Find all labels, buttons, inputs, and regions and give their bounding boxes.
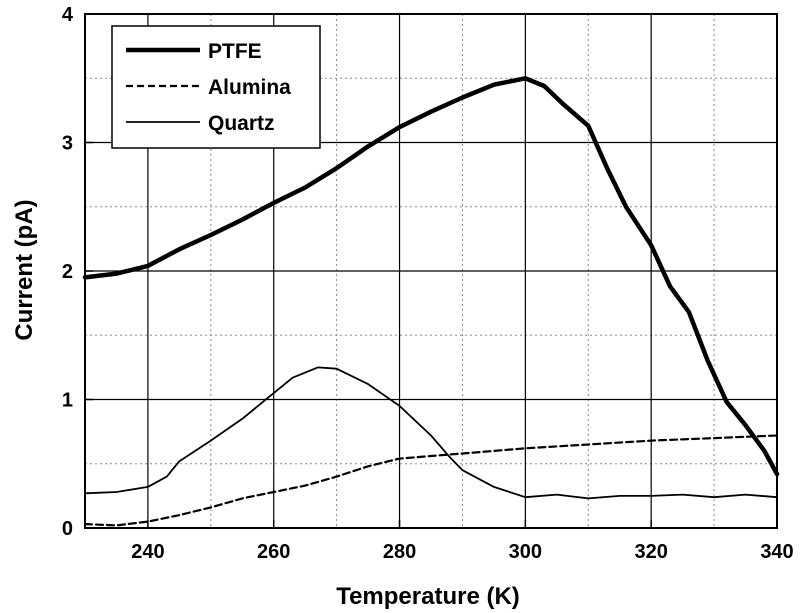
y-tick-label: 4 [62,4,74,26]
x-tick-label: 260 [257,541,290,563]
legend: PTFE Alumina Quartz [111,25,321,149]
legend-label-ptfe: PTFE [208,40,262,63]
y-tick-label: 1 [62,390,73,412]
y-tick-label: 2 [62,261,73,283]
x-tick-label: 300 [509,541,542,563]
grid-layer [85,14,777,528]
series-layer [82,76,780,527]
x-tick-label: 320 [634,541,667,563]
y-tick-label: 3 [62,133,73,155]
legend-box [111,25,321,149]
y-axis-title: Current (pA) [11,199,38,340]
axes-layer: 240 260 280 300 320 340 0 1 2 3 4 [62,4,794,563]
x-tick-label: 240 [131,541,164,563]
series-line-ptfe [82,76,780,477]
series-line-quartz [84,366,778,500]
legend-label-quartz: Quartz [208,112,275,135]
x-axis-title: Temperature (K) [336,583,520,610]
series-line-alumina [83,434,779,527]
x-tick-label: 280 [383,541,416,563]
legend-label-alumina: Alumina [208,76,291,99]
y-tick-label: 0 [62,518,73,540]
x-tick-label: 340 [760,541,793,563]
